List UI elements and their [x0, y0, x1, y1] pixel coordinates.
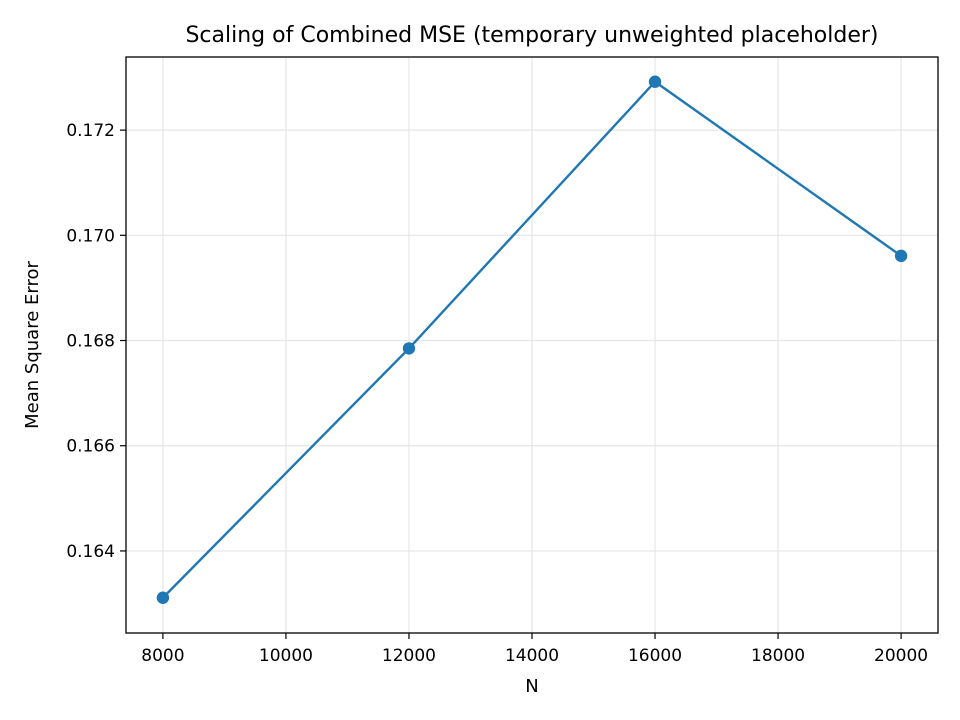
chart-title: Scaling of Combined MSE (temporary unwei… — [185, 23, 878, 48]
y-tick-label: 0.172 — [66, 121, 115, 141]
y-tick-label: 0.164 — [66, 542, 115, 562]
y-tick-label: 0.170 — [66, 226, 115, 246]
data-point — [402, 342, 416, 355]
x-tick-label: 20000 — [874, 646, 928, 666]
x-tick-label: 12000 — [382, 646, 436, 666]
x-tick-label: 16000 — [628, 646, 682, 666]
x-tick-label: 10000 — [259, 646, 313, 666]
x-axis-label: N — [525, 676, 538, 697]
ticks: 8000 10000 12000 14000 16000 18000 20000 0.164 0… — [66, 121, 928, 666]
series — [156, 75, 908, 604]
series-line — [162, 80, 902, 599]
y-tick-label: 0.168 — [66, 332, 115, 352]
y-axis-label: Mean Square Error — [22, 261, 43, 429]
grid — [126, 57, 938, 633]
data-point — [648, 75, 662, 88]
y-tick-label: 0.166 — [66, 437, 115, 457]
data-point — [894, 249, 908, 263]
x-tick-label: 14000 — [505, 646, 559, 666]
x-tick-label: 8000 — [141, 646, 184, 666]
x-tick-label: 18000 — [751, 646, 805, 666]
data-point — [156, 591, 170, 604]
